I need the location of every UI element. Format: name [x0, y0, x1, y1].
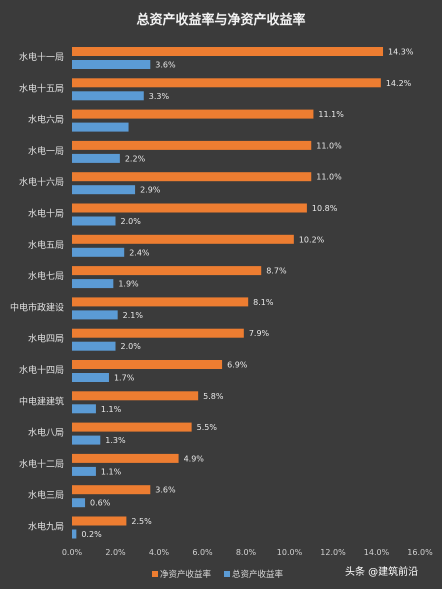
roa-bar	[72, 435, 101, 445]
roe-value-label: 10.8%	[312, 204, 338, 213]
category-label: 水电一局	[28, 145, 64, 157]
roe-bar	[72, 422, 192, 432]
roa-bar	[72, 216, 116, 226]
legend-swatch	[152, 571, 158, 577]
category-label: 水电五局	[28, 239, 64, 251]
roa-bar	[72, 60, 151, 69]
x-tick-label: 10.0%	[277, 548, 303, 557]
roa-bar	[72, 247, 125, 257]
legend: 净资产收益率 总资产收益率	[152, 569, 284, 580]
category-label: 水电十二局	[19, 458, 64, 470]
roa-bar	[72, 498, 86, 508]
x-axis: 0.0% 2.0% 4.0% 6.0% 8.0% 10.0% 12.0% 14.0% 16.0%	[62, 548, 433, 557]
roa-bar	[72, 153, 120, 163]
category-label: 水电十一局	[19, 51, 64, 63]
x-tick-label: 14.0%	[364, 548, 390, 557]
legend-label: 净资产收益率	[160, 569, 212, 580]
category-label: 水电十六局	[19, 176, 64, 188]
x-tick-label: 2.0%	[105, 548, 126, 557]
roa-bar	[72, 91, 144, 101]
roe-bar	[72, 391, 199, 401]
roe-bar	[72, 266, 262, 276]
x-tick-label: 8.0%	[236, 548, 257, 557]
roa-bar	[72, 122, 129, 132]
legend-label: 总资产收益率	[232, 569, 284, 580]
roa-value-label: 1.1%	[101, 405, 122, 414]
roa-value-label: 1.9%	[118, 280, 139, 289]
roe-bar	[72, 203, 307, 213]
x-tick-label: 4.0%	[149, 548, 170, 557]
roe-value-label: 7.9%	[249, 329, 270, 338]
roe-value-label: 3.6%	[155, 486, 176, 495]
roe-value-label: 5.5%	[197, 423, 218, 432]
legend-swatch	[224, 571, 230, 577]
x-tick-label: 12.0%	[320, 548, 346, 557]
roe-value-label: 8.1%	[253, 298, 274, 307]
roa-value-label: 3.6%	[155, 61, 176, 70]
category-label: 中电建建筑	[19, 395, 64, 407]
roe-value-label: 5.8%	[203, 392, 224, 401]
roa-bar	[72, 466, 96, 476]
roa-bar	[72, 373, 109, 382]
x-tick-label: 0.0%	[62, 548, 83, 557]
roa-value-label: 2.4%	[129, 248, 150, 257]
roa-bar	[72, 310, 118, 320]
roa-value-label: 0.6%	[90, 499, 111, 508]
roa-bar	[72, 185, 136, 195]
category-label: 水电三局	[28, 489, 64, 501]
category-label: 水电十五局	[19, 82, 64, 94]
roe-value-label: 10.2%	[299, 235, 325, 244]
x-tick-label: 16.0%	[407, 548, 433, 557]
category-label: 水电十四局	[19, 364, 64, 376]
roa-value-label: 2.0%	[121, 217, 142, 226]
roa-value-label: 1.3%	[105, 436, 126, 445]
roa-value-label: 2.0%	[121, 342, 142, 351]
roa-bar	[72, 279, 114, 289]
roe-bar	[72, 172, 312, 182]
roa-value-label: 3.3%	[149, 92, 170, 101]
roe-bar	[72, 234, 294, 244]
roe-value-label: 8.7%	[266, 267, 287, 276]
category-label: 水电八局	[28, 427, 64, 439]
roe-value-label: 2.5%	[131, 517, 152, 526]
roe-value-label: 4.9%	[184, 454, 205, 463]
roe-value-label: 11.0%	[316, 141, 342, 150]
category-label: 中电市政建设	[10, 301, 64, 313]
roe-value-label: 14.2%	[386, 79, 412, 88]
roe-bar	[72, 140, 312, 150]
roe-bar	[72, 485, 151, 495]
category-label: 水电七局	[28, 270, 64, 282]
chart-title: 总资产收益率与净资产收益率	[136, 12, 305, 28]
roe-bar	[72, 109, 314, 119]
roa-value-label: 1.1%	[101, 467, 122, 476]
category-label: 水电十局	[28, 208, 64, 220]
category-label: 水电四局	[28, 333, 64, 345]
roe-bar	[72, 328, 244, 338]
roe-bar	[72, 453, 179, 463]
roa-value-label: 1.7%	[114, 374, 135, 383]
roa-bar	[72, 529, 77, 539]
roe-value-label: 11.0%	[316, 173, 342, 182]
roe-value-label: 11.1%	[318, 110, 344, 119]
category-label: 水电六局	[28, 114, 64, 126]
roa-value-label: 0.2%	[81, 530, 102, 539]
watermark: 头条 @建筑前沿	[345, 565, 418, 578]
x-tick-label: 6.0%	[192, 548, 213, 557]
roa-value-label: 2.1%	[123, 311, 144, 320]
roe-value-label: 14.3%	[388, 48, 414, 57]
roe-bar	[72, 360, 223, 369]
roe-bar	[72, 297, 249, 307]
roa-value-label: 2.2%	[125, 154, 146, 163]
roa-bar	[72, 341, 116, 351]
plot-area: 水电十一局 14.3% 3.6% 水电十五局 14.2% 3.3% 水电六局 11.1% 水电一…	[10, 47, 414, 539]
roe-value-label: 6.9%	[227, 361, 248, 370]
roe-bar	[72, 78, 381, 88]
category-label: 水电九局	[28, 521, 64, 533]
roa-value-label: 2.9%	[140, 186, 161, 195]
roa-bar	[72, 404, 96, 414]
roe-bar	[72, 516, 127, 526]
roe-bar	[72, 47, 384, 56]
